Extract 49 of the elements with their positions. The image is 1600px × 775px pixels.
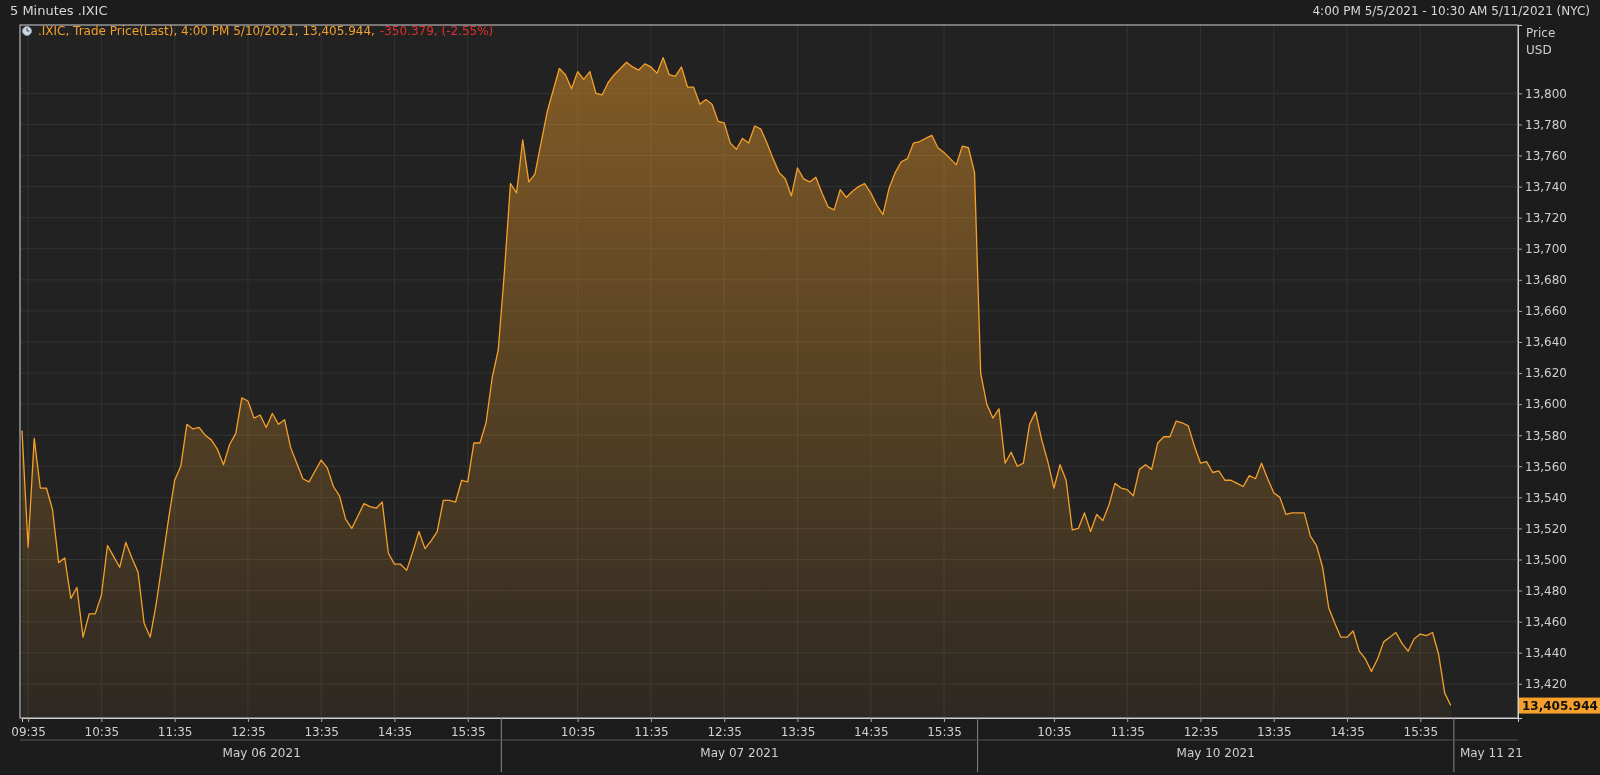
- chart-subtitle: 4:00 PM 5/5/2021 - 10:30 AM 5/11/2021 (NYC): [1312, 4, 1590, 18]
- y-tick-label: 13,600: [1525, 397, 1567, 412]
- x-tick-label: 13:35: [304, 724, 339, 739]
- y-tick-label: 13,800: [1525, 86, 1567, 101]
- x-tick-label: 10:35: [84, 724, 120, 739]
- x-tick-label: 11:35: [157, 724, 193, 739]
- y-tick-label: 13,660: [1525, 304, 1567, 319]
- y-tick-label: 13,620: [1525, 366, 1567, 381]
- chart-title: 5 Minutes .IXIC: [10, 3, 108, 18]
- text: May 11 21: [1459, 746, 1523, 760]
- y-tick-label: 13,760: [1525, 148, 1567, 163]
- x-tick-label: 14:35: [377, 724, 413, 739]
- x-tick-label: 12:35: [231, 724, 266, 739]
- y-tick-label: 13,460: [1525, 615, 1567, 629]
- y-tick-label: 13,720: [1525, 211, 1567, 226]
- text: 13,405.944: [1522, 698, 1598, 713]
- text: May 06 2021: [222, 746, 301, 760]
- y-tick-label: 13,640: [1525, 335, 1567, 350]
- x-tick-label: 10:35: [1037, 724, 1072, 739]
- y-tick-label: 13,500: [1525, 552, 1567, 567]
- y-tick-label: 13,740: [1525, 179, 1567, 194]
- x-tick-label: 12:35: [707, 724, 742, 739]
- x-tick-label: 13:35: [780, 724, 816, 739]
- x-tick-label: 14:35: [853, 724, 889, 739]
- legend-label: .IXIC, Trade Price(Last), 4:00 PM 5/10/2021, 13,405.944,: [38, 24, 375, 38]
- y-tick-label: 13,440: [1525, 646, 1567, 661]
- y-tick-label: 13,700: [1525, 242, 1567, 257]
- x-tick-label: 11:35: [1110, 724, 1146, 739]
- x-tick-label: 15:35: [1403, 724, 1439, 739]
- text: May 07 2021: [700, 746, 779, 760]
- x-tick-label: 14:35: [1330, 724, 1365, 739]
- x-tick-label: 13:35: [1256, 724, 1292, 739]
- x-tick-label: 09:35: [11, 724, 46, 739]
- x-tick-label: 15:35: [927, 724, 962, 739]
- y-tick-label: 13,540: [1525, 490, 1567, 505]
- text: May 10 2021: [1176, 746, 1255, 760]
- y-tick-label: 13,420: [1525, 677, 1567, 692]
- y-axis-title: Price USD: [1526, 26, 1556, 57]
- y-tick-label: 13,580: [1525, 428, 1567, 443]
- y-tick-label: 13,780: [1525, 117, 1567, 132]
- y-tick-label: 13,480: [1525, 583, 1567, 598]
- y-tick-label: 13,680: [1525, 273, 1567, 288]
- y-tick-label: 13,560: [1525, 459, 1567, 474]
- y-tick-label: 13,520: [1525, 521, 1567, 536]
- x-tick-label: 11:35: [634, 724, 669, 739]
- x-tick-label: 12:35: [1183, 724, 1219, 739]
- x-tick-label: 15:35: [450, 724, 486, 739]
- annotation: -350.379, (-2.55%): [379, 24, 494, 38]
- x-tick-label: 10:35: [560, 724, 596, 739]
